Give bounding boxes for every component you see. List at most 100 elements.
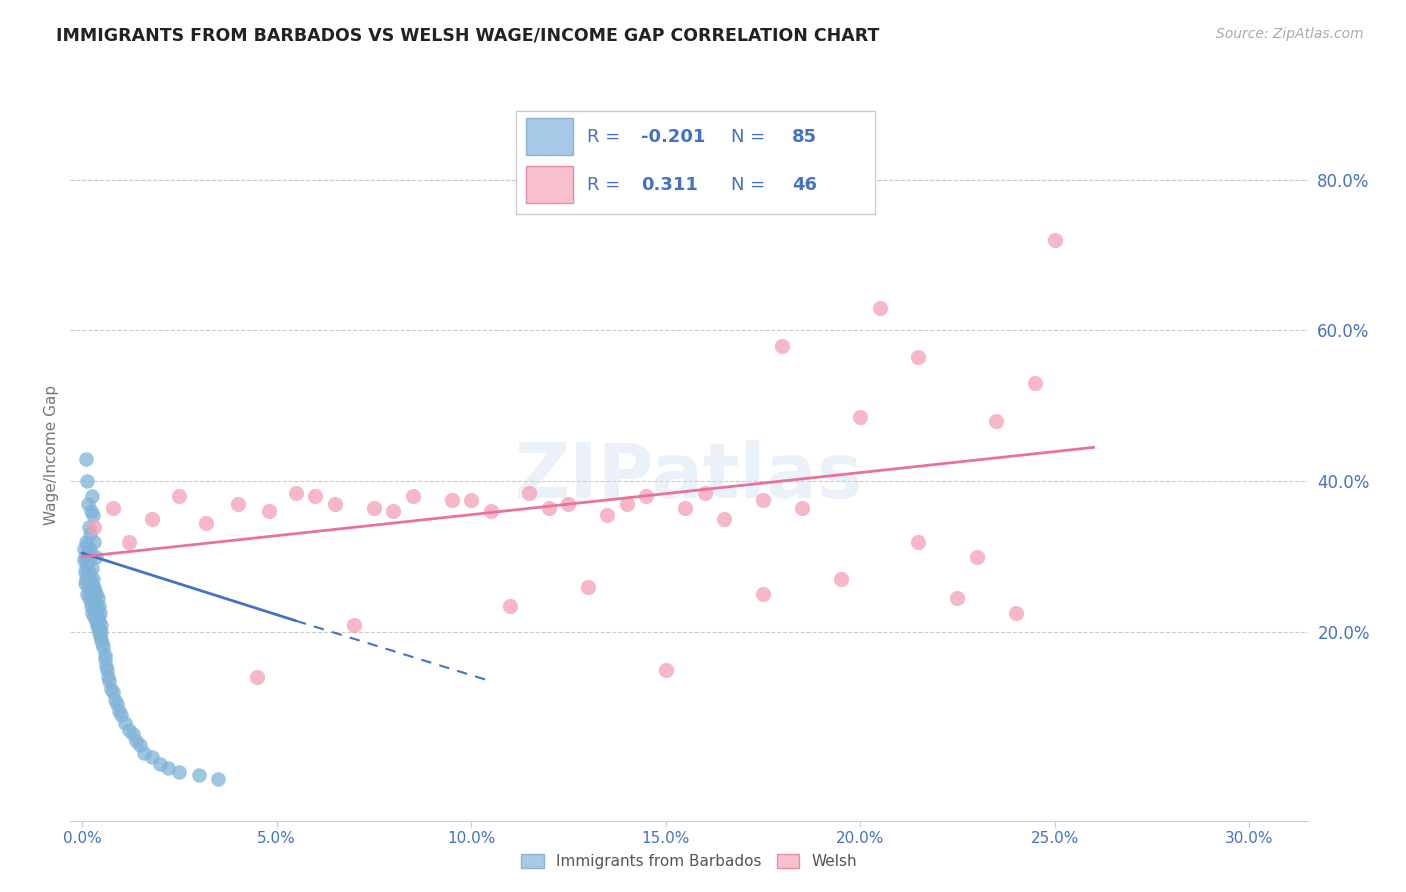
Point	[83, 602, 105, 616]
Point	[89, 614, 111, 628]
Point	[118, 534, 141, 549]
Point	[167, 489, 190, 503]
Point	[94, 651, 117, 665]
Point	[77, 580, 100, 594]
Point	[79, 527, 101, 541]
Point	[101, 685, 124, 699]
Point	[946, 591, 969, 606]
Point	[125, 734, 148, 748]
Point	[83, 534, 105, 549]
Point	[75, 576, 97, 591]
Point	[654, 663, 676, 677]
Point	[84, 583, 107, 598]
Point	[156, 761, 179, 775]
Point	[77, 591, 100, 606]
Point	[104, 693, 127, 707]
Point	[86, 587, 108, 601]
Point	[596, 508, 619, 523]
Text: 0.311: 0.311	[641, 176, 699, 194]
Point	[79, 504, 101, 518]
Point	[89, 607, 111, 621]
Text: Source: ZipAtlas.com: Source: ZipAtlas.com	[1216, 27, 1364, 41]
Point	[91, 636, 114, 650]
Point	[118, 723, 141, 738]
Point	[76, 568, 98, 582]
Point	[89, 629, 111, 643]
Point	[519, 485, 541, 500]
Point	[79, 572, 101, 586]
Point	[149, 757, 172, 772]
Point	[105, 697, 128, 711]
Point	[86, 602, 108, 616]
Point	[134, 746, 156, 760]
Point	[75, 534, 97, 549]
Point	[363, 500, 385, 515]
Point	[73, 553, 96, 567]
Bar	[526, 167, 574, 203]
Point	[76, 546, 98, 560]
Text: -0.201: -0.201	[641, 128, 706, 145]
Point	[770, 338, 793, 352]
Point	[83, 580, 105, 594]
Point	[673, 500, 696, 515]
Point	[869, 301, 891, 315]
Point	[830, 572, 852, 586]
Point	[75, 561, 97, 575]
Point	[187, 768, 209, 782]
Point	[73, 565, 96, 579]
Point	[752, 493, 775, 508]
Point	[195, 516, 218, 530]
Point	[1043, 233, 1066, 247]
Point	[304, 489, 326, 503]
Point	[96, 663, 118, 677]
Point	[79, 595, 101, 609]
Point	[907, 534, 929, 549]
Point	[75, 572, 97, 586]
Point	[499, 599, 522, 613]
Text: R =: R =	[588, 176, 627, 194]
Point	[141, 512, 163, 526]
Point	[323, 497, 346, 511]
Point	[100, 681, 122, 696]
Point	[84, 599, 107, 613]
Point	[986, 414, 1008, 428]
Point	[94, 659, 117, 673]
Point	[285, 485, 308, 500]
Point	[576, 580, 599, 594]
Point	[79, 565, 101, 579]
Point	[257, 504, 280, 518]
Point	[77, 553, 100, 567]
Point	[101, 500, 124, 515]
Point	[636, 489, 658, 503]
Point	[110, 708, 132, 723]
Point	[90, 632, 112, 647]
Point	[207, 772, 229, 787]
Point	[907, 350, 929, 364]
Point	[713, 512, 735, 526]
Point	[90, 617, 112, 632]
Point	[382, 504, 405, 518]
Point	[129, 738, 152, 752]
Point	[76, 558, 98, 572]
Point	[79, 542, 101, 557]
Point	[121, 727, 143, 741]
Point	[440, 493, 463, 508]
Point	[80, 561, 103, 575]
Point	[1024, 376, 1046, 391]
Point	[75, 549, 97, 564]
Point	[83, 595, 105, 609]
Point	[83, 519, 105, 533]
Point	[537, 500, 560, 515]
Point	[76, 538, 98, 552]
Point	[141, 749, 163, 764]
Point	[87, 599, 110, 613]
Point	[84, 549, 107, 564]
Point	[246, 670, 269, 684]
Point	[752, 587, 775, 601]
Point	[226, 497, 249, 511]
Point	[84, 614, 107, 628]
Point	[86, 617, 108, 632]
Point	[97, 670, 120, 684]
Text: 46: 46	[792, 176, 817, 194]
Point	[82, 607, 104, 621]
